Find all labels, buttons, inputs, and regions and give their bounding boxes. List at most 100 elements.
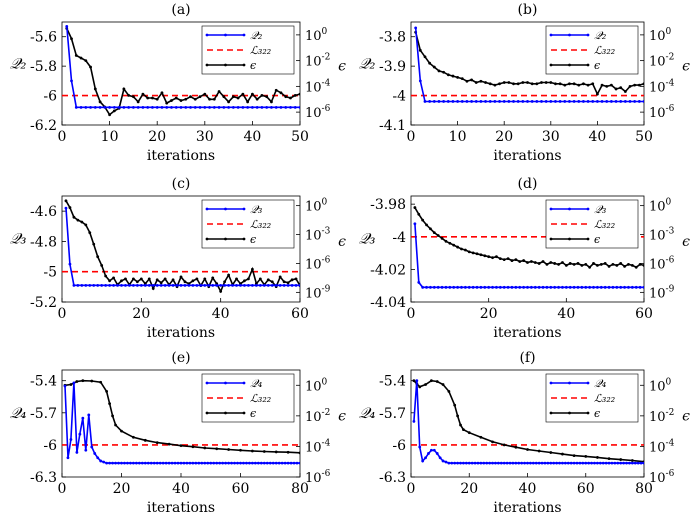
legend-box bbox=[201, 373, 295, 423]
data-point bbox=[584, 263, 588, 266]
data-point bbox=[96, 283, 100, 287]
data-point bbox=[502, 443, 506, 447]
data-point bbox=[146, 105, 150, 109]
data-point bbox=[149, 461, 153, 465]
panel-title: (f) bbox=[519, 350, 535, 366]
data-point bbox=[600, 100, 604, 103]
data-point bbox=[442, 70, 446, 74]
data-point bbox=[81, 416, 85, 420]
x-tick-label: 40 bbox=[557, 306, 575, 322]
data-point bbox=[447, 390, 451, 393]
data-point bbox=[502, 285, 506, 289]
legend-label: ℒ₃₂₂ bbox=[250, 218, 271, 231]
data-point bbox=[105, 461, 109, 465]
data-point bbox=[442, 100, 446, 103]
data-point bbox=[75, 380, 79, 383]
data-point bbox=[479, 79, 483, 83]
data-point bbox=[89, 65, 92, 69]
data-point bbox=[146, 461, 150, 465]
data-point bbox=[266, 283, 270, 287]
data-point bbox=[428, 100, 432, 103]
data-point bbox=[258, 277, 262, 281]
data-point bbox=[143, 283, 147, 287]
data-point bbox=[553, 285, 557, 289]
legend-marker bbox=[586, 33, 590, 37]
data-point bbox=[452, 285, 456, 289]
data-point bbox=[520, 461, 524, 465]
axes-box bbox=[410, 21, 645, 126]
data-point bbox=[530, 82, 534, 86]
data-point bbox=[518, 260, 522, 263]
data-point bbox=[616, 461, 620, 465]
data-point bbox=[208, 97, 211, 101]
x-axis-label: iterations bbox=[493, 325, 561, 341]
data-point bbox=[147, 277, 151, 281]
data-point bbox=[88, 231, 92, 235]
data-point bbox=[78, 432, 82, 436]
data-point bbox=[200, 461, 204, 465]
y-tick-label: -5.7 bbox=[30, 406, 57, 422]
data-point bbox=[581, 461, 585, 465]
data-point bbox=[512, 100, 515, 103]
data-point bbox=[601, 461, 605, 465]
data-point bbox=[215, 447, 219, 451]
y-axis-label: 𝒬₃ bbox=[359, 230, 376, 248]
y2-tick-label: 10-4 bbox=[649, 78, 675, 95]
data-point bbox=[418, 385, 422, 389]
data-point bbox=[155, 283, 159, 287]
data-point bbox=[262, 450, 266, 453]
data-point bbox=[425, 223, 428, 227]
data-point bbox=[146, 96, 150, 100]
data-point bbox=[239, 448, 242, 452]
data-point bbox=[534, 461, 538, 465]
data-point bbox=[282, 280, 286, 284]
data-point bbox=[511, 461, 515, 465]
data-point bbox=[184, 105, 188, 109]
data-point bbox=[429, 448, 433, 452]
panel-title: (c) bbox=[172, 176, 191, 192]
data-point bbox=[199, 283, 203, 287]
data-point bbox=[572, 461, 576, 465]
data-point bbox=[227, 461, 231, 465]
data-point bbox=[425, 285, 428, 289]
plot-area bbox=[62, 379, 300, 465]
y-tick-label: -6.3 bbox=[379, 470, 406, 486]
data-point bbox=[193, 97, 197, 101]
data-point bbox=[90, 379, 94, 383]
data-point bbox=[195, 277, 199, 281]
data-point bbox=[438, 456, 442, 460]
data-point bbox=[522, 259, 526, 262]
data-point bbox=[286, 283, 290, 287]
data-point bbox=[541, 260, 545, 263]
legend-marker bbox=[586, 381, 590, 385]
y2-tick-label: 10-6 bbox=[305, 255, 331, 272]
panel-a: (a)0 10 20 30 40 50iterations-6.2-6-5.8-5.6𝒬₂… bbox=[10, 2, 346, 164]
series-line bbox=[64, 379, 300, 454]
data-point bbox=[479, 253, 483, 257]
data-point bbox=[163, 283, 167, 287]
data-point bbox=[495, 285, 498, 289]
x-tick-label: 10 bbox=[449, 129, 467, 145]
data-point bbox=[537, 285, 541, 289]
data-point bbox=[435, 452, 439, 455]
data-point bbox=[68, 262, 72, 266]
data-point bbox=[630, 285, 634, 289]
panel-d: (d) 0 20 40 60 iterations -4.04 -4.02 -4 -3.98 𝒬₃ 1… bbox=[359, 176, 690, 341]
data-point bbox=[470, 78, 473, 82]
data-point bbox=[218, 461, 222, 465]
data-point bbox=[467, 461, 471, 465]
legend: 𝒬₃ ℒ₃₂₂ ϵ bbox=[545, 199, 639, 249]
data-point bbox=[437, 100, 441, 103]
data-point bbox=[637, 100, 641, 103]
data-point bbox=[460, 100, 464, 103]
data-point bbox=[596, 263, 599, 267]
data-point bbox=[255, 97, 259, 101]
data-point bbox=[605, 84, 609, 88]
data-point bbox=[487, 255, 491, 259]
data-point bbox=[543, 461, 547, 465]
data-point bbox=[577, 100, 581, 103]
data-point bbox=[69, 383, 73, 386]
legend-marker bbox=[224, 33, 227, 37]
data-point bbox=[564, 263, 568, 267]
data-point bbox=[508, 461, 512, 465]
